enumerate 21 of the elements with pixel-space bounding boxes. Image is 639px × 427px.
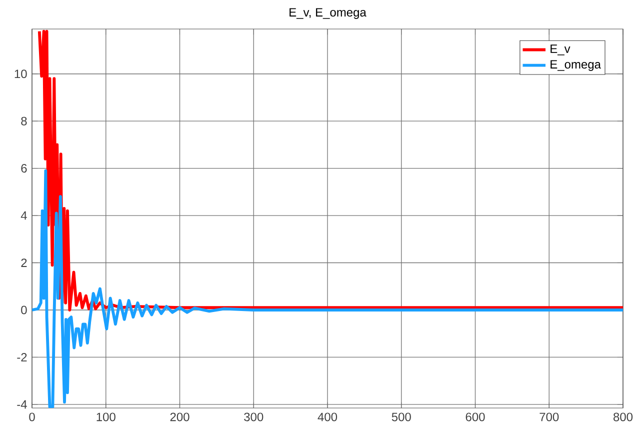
- x-tick-label: 600: [466, 412, 485, 422]
- y-tick-label: 10: [14, 70, 27, 78]
- y-tick-label: 2: [21, 258, 27, 267]
- y-tick-label: 4: [20, 211, 27, 220]
- line-series: [32, 169, 623, 408]
- x-tick-label: 400: [318, 412, 338, 422]
- x-tick-label: 800: [614, 412, 633, 422]
- x-tick-label: 500: [392, 412, 411, 422]
- x-tick-label: 200: [170, 412, 190, 422]
- x-tick-label: 700: [540, 412, 559, 422]
- x-tick-label: 0: [29, 412, 35, 422]
- y-tick-label: 6: [21, 164, 27, 173]
- legend-label: E_omega: [550, 60, 601, 71]
- y-tick-label: 0: [21, 306, 27, 314]
- legend-label: E_v: [550, 44, 570, 56]
- x-tick-label: 300: [244, 412, 264, 422]
- x-tick-label: 100: [96, 412, 116, 422]
- y-tick-label: -4: [17, 400, 27, 409]
- y-tick-label: -2: [17, 353, 27, 362]
- y-tick-label: 8: [21, 116, 27, 126]
- chart-title: E_v, E_omega: [290, 8, 366, 19]
